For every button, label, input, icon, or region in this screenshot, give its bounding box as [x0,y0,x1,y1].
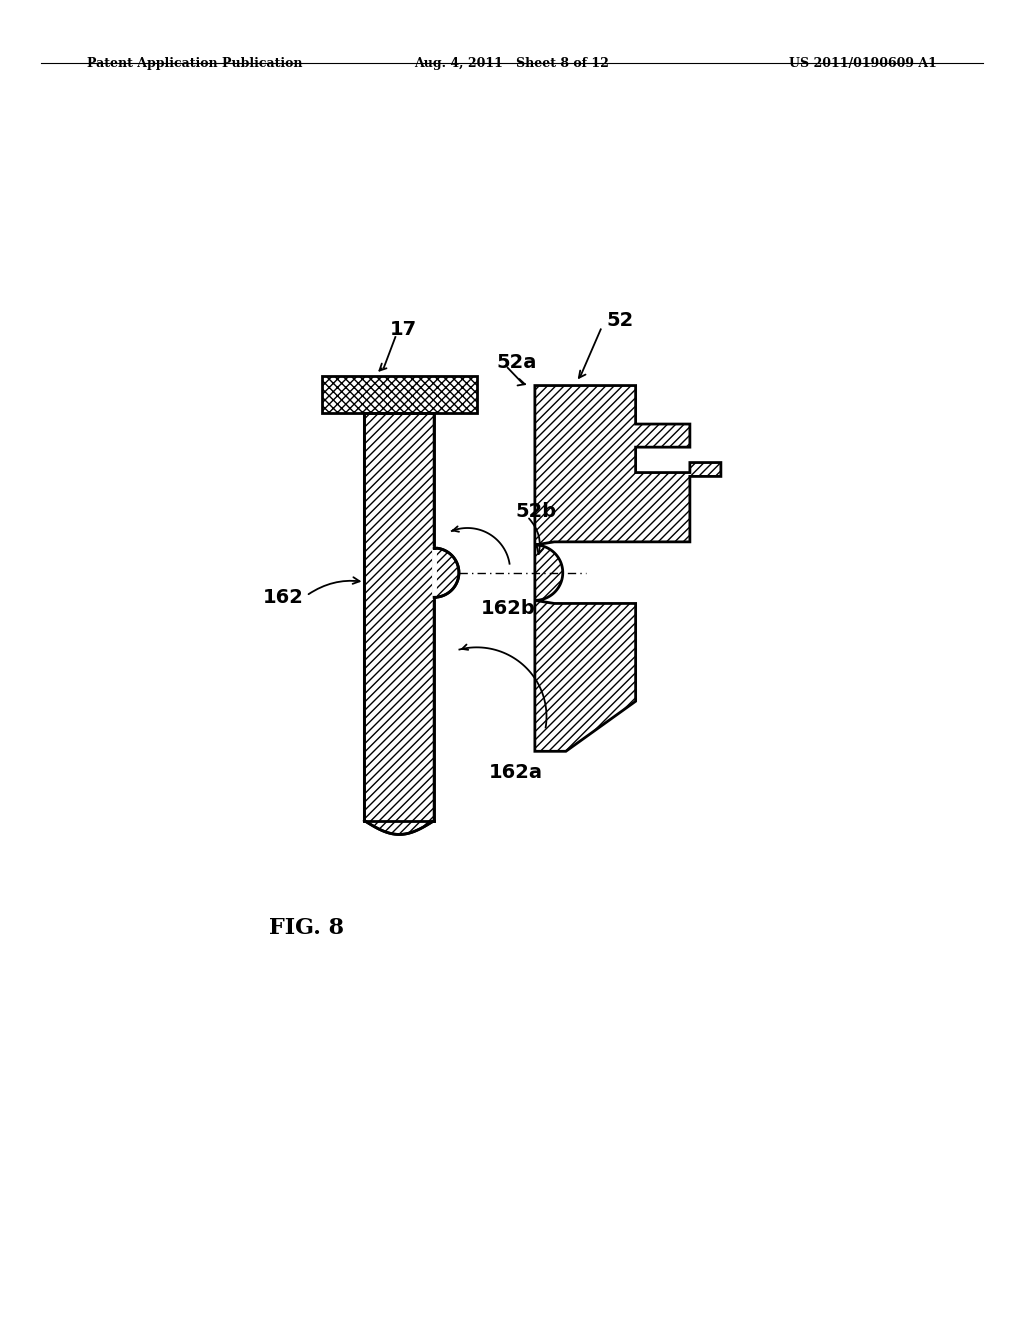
Polygon shape [434,548,459,598]
Text: 52b: 52b [515,502,557,520]
Text: US 2011/0190609 A1: US 2011/0190609 A1 [790,57,937,70]
Text: 162: 162 [262,587,303,607]
Text: Patent Application Publication: Patent Application Publication [87,57,302,70]
Polygon shape [365,413,434,834]
Text: FIG. 8: FIG. 8 [268,917,344,940]
Polygon shape [535,385,721,751]
Text: 52: 52 [606,310,634,330]
Text: 17: 17 [389,319,417,339]
Text: 162b: 162b [480,599,536,618]
Text: 52a: 52a [496,352,537,372]
Text: Aug. 4, 2011   Sheet 8 of 12: Aug. 4, 2011 Sheet 8 of 12 [415,57,609,70]
Polygon shape [322,376,477,413]
Text: 162a: 162a [488,763,543,783]
